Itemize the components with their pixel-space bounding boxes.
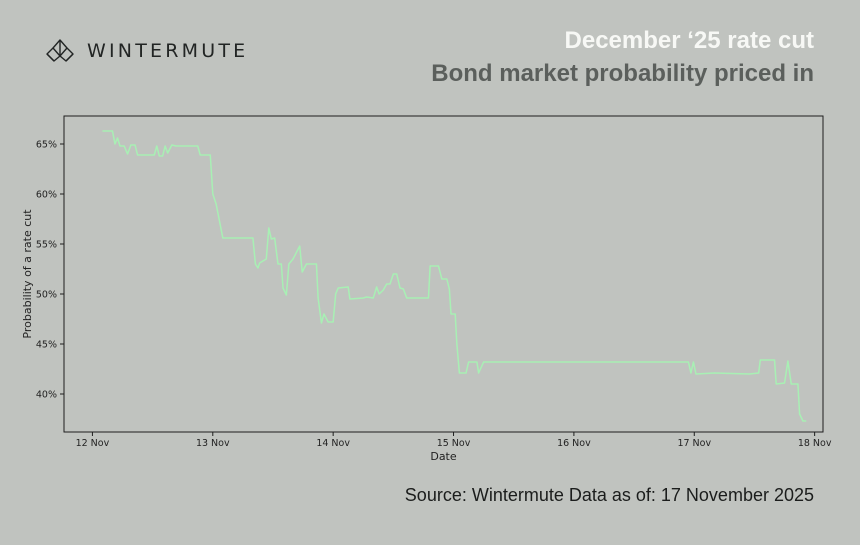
chart-subtitle: Bond market probability priced in <box>431 60 814 87</box>
x-tick-label: 12 Nov <box>76 438 110 449</box>
y-tick-label: 45% <box>36 340 57 351</box>
brand-name: WINTERMUTE <box>87 40 249 62</box>
y-tick-label: 65% <box>36 140 57 151</box>
x-tick-label: 16 Nov <box>557 438 591 449</box>
y-axis-label: Probability of a rate cut <box>21 209 34 339</box>
brand-logo: WINTERMUTE <box>45 38 248 64</box>
source-note: Source: Wintermute Data as of: 17 Novemb… <box>404 485 814 505</box>
x-tick-label: 14 Nov <box>316 438 350 449</box>
y-tick-label: 50% <box>36 290 57 301</box>
y-tick-label: 40% <box>36 390 57 401</box>
wintermute-logo-icon <box>46 39 74 62</box>
chart-title: December ‘25 rate cut <box>564 27 814 54</box>
y-tick-label: 55% <box>36 240 57 251</box>
x-tick-label: 17 Nov <box>677 438 711 449</box>
x-axis: 12 Nov 13 Nov 14 Nov 15 Nov 16 Nov 17 Nov 18 N… <box>76 432 832 449</box>
y-tick-label: 60% <box>36 190 57 201</box>
x-tick-label: 13 Nov <box>196 438 230 449</box>
x-tick-label: 15 Nov <box>437 438 471 449</box>
probability-series-line <box>102 130 807 422</box>
plot-area <box>63 115 824 433</box>
y-axis: 40% 45% 50% 55% 60% 65% <box>36 140 64 401</box>
x-tick-label: 18 Nov <box>798 438 832 449</box>
x-axis-label: Date <box>430 450 457 463</box>
